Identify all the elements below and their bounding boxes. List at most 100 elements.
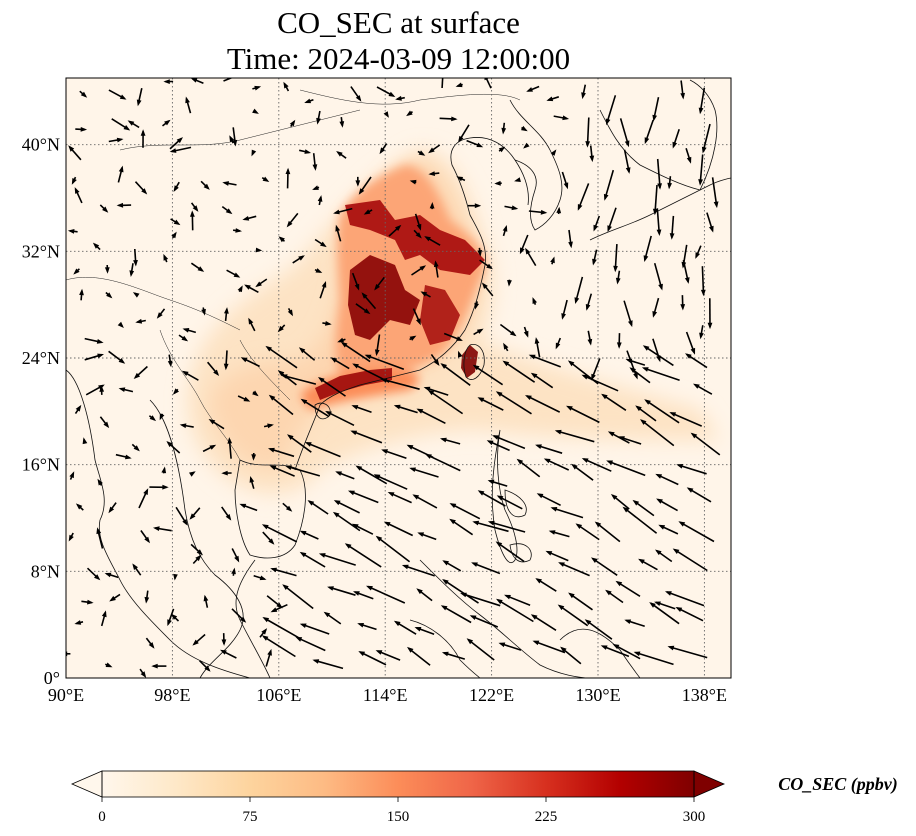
wind-arrow	[118, 387, 134, 393]
wind-arrow	[287, 434, 312, 453]
wind-arrow	[318, 553, 356, 566]
wind-arrow	[374, 276, 385, 291]
wind-arrow	[503, 342, 509, 352]
wind-arrow	[612, 644, 641, 660]
wind-arrow	[675, 607, 704, 622]
wind-arrow	[550, 149, 557, 156]
wind-arrow	[532, 297, 537, 305]
wind-arrow	[626, 350, 638, 380]
wind-arrow	[466, 638, 495, 661]
latitude-ticks: 0° 8°N 16°N 24°N 32°N 40°N	[22, 135, 60, 688]
wind-arrow	[262, 531, 275, 545]
wind-arrow	[496, 598, 534, 623]
wind-arrow	[543, 458, 570, 471]
wind-arrow	[658, 524, 679, 535]
wind-arrow	[528, 209, 548, 215]
wind-arrow	[472, 520, 509, 533]
wind-arrow	[208, 419, 225, 430]
country-borders	[66, 89, 521, 461]
wind-arrow	[73, 268, 80, 275]
wind-arrow	[339, 116, 345, 128]
wind-arrow	[269, 465, 295, 477]
map-frame	[65, 77, 732, 679]
wind-arrow	[591, 557, 618, 576]
wind-arrow	[182, 328, 197, 334]
wind-arrow	[644, 119, 654, 145]
wind-arrow	[282, 584, 314, 610]
wind-arrow	[504, 205, 519, 211]
wind-arrow	[429, 202, 435, 210]
colorbar-label: CO_SEC (ppbv)	[778, 774, 898, 795]
lon-tick-label: 98°E	[154, 685, 190, 705]
wind-arrow	[151, 663, 167, 669]
wind-arrow	[698, 87, 706, 115]
wind-arrow	[624, 619, 645, 628]
wind-arrow	[161, 466, 167, 474]
wind-arrow	[613, 244, 618, 273]
wind-arrow	[557, 604, 589, 627]
wind-arrow	[363, 209, 373, 215]
wind-arrow	[336, 151, 347, 159]
lat-tick-label: 32°N	[22, 241, 60, 261]
wind-arrow	[644, 399, 680, 424]
wind-arrow	[707, 298, 713, 330]
wind-arrow	[409, 179, 417, 185]
wind-arrow	[231, 548, 240, 563]
wind-arrow	[99, 416, 110, 429]
wind-arrow	[299, 530, 319, 540]
wind-arrow	[642, 345, 674, 367]
wind-arrow	[581, 374, 619, 392]
wind-arrow	[449, 503, 481, 520]
wind-arrow	[655, 549, 673, 563]
wind-arrow	[603, 169, 615, 201]
wind-arrow	[163, 253, 169, 263]
wind-arrow	[71, 176, 77, 185]
wind-arrow	[278, 236, 286, 243]
wind-arrow	[351, 272, 360, 291]
wind-arrow	[477, 490, 506, 507]
wind-arrow	[108, 350, 126, 364]
colorbar-gradient	[102, 771, 694, 797]
wind-arrow	[189, 507, 201, 520]
wind-arrow	[201, 307, 206, 316]
wind-arrow	[441, 651, 466, 660]
wind-arrow	[307, 500, 329, 515]
wind-arrow	[652, 97, 660, 122]
wind-arrow	[190, 202, 199, 212]
wind-arrow	[355, 176, 361, 187]
wind-arrow	[376, 86, 396, 97]
wind-arrow	[411, 265, 427, 276]
wind-arrow	[652, 184, 658, 216]
wind-arrow	[255, 247, 263, 253]
wind-arrow	[100, 610, 107, 627]
plot-title-line-2: Time: 2024-03-09 12:00:00	[226, 41, 571, 76]
wind-arrow	[629, 367, 651, 384]
wind-arrow	[458, 124, 470, 143]
wind-arrow	[468, 203, 482, 209]
wind-arrow	[261, 176, 270, 182]
lon-tick-label: 130°E	[575, 685, 620, 705]
longitude-ticks: 90°E 98°E 106°E 114°E 122°E 130°E 138°E	[48, 685, 727, 705]
concentration-field	[187, 150, 721, 494]
wind-arrow	[333, 207, 353, 215]
wind-arrow	[129, 263, 135, 277]
wind-arrow	[680, 295, 686, 311]
wind-arrow	[162, 119, 171, 127]
wind-arrow	[535, 444, 563, 454]
wind-arrow	[298, 347, 316, 361]
wind-arrow	[251, 452, 257, 461]
wind-arrow	[430, 353, 440, 366]
wind-arrow	[366, 585, 406, 604]
wind-arrow	[379, 143, 388, 155]
wind-arrow	[323, 611, 342, 625]
wind-arrow	[622, 506, 658, 534]
colorbar-tick-label: 150	[387, 809, 410, 825]
wind-arrow	[132, 563, 142, 576]
wind-arrow	[231, 567, 236, 576]
wind-arrow	[678, 521, 715, 543]
wind-arrow	[316, 110, 321, 125]
wind-arrow	[304, 98, 314, 104]
wind-arrow	[116, 202, 132, 208]
wind-arrow	[335, 471, 355, 480]
